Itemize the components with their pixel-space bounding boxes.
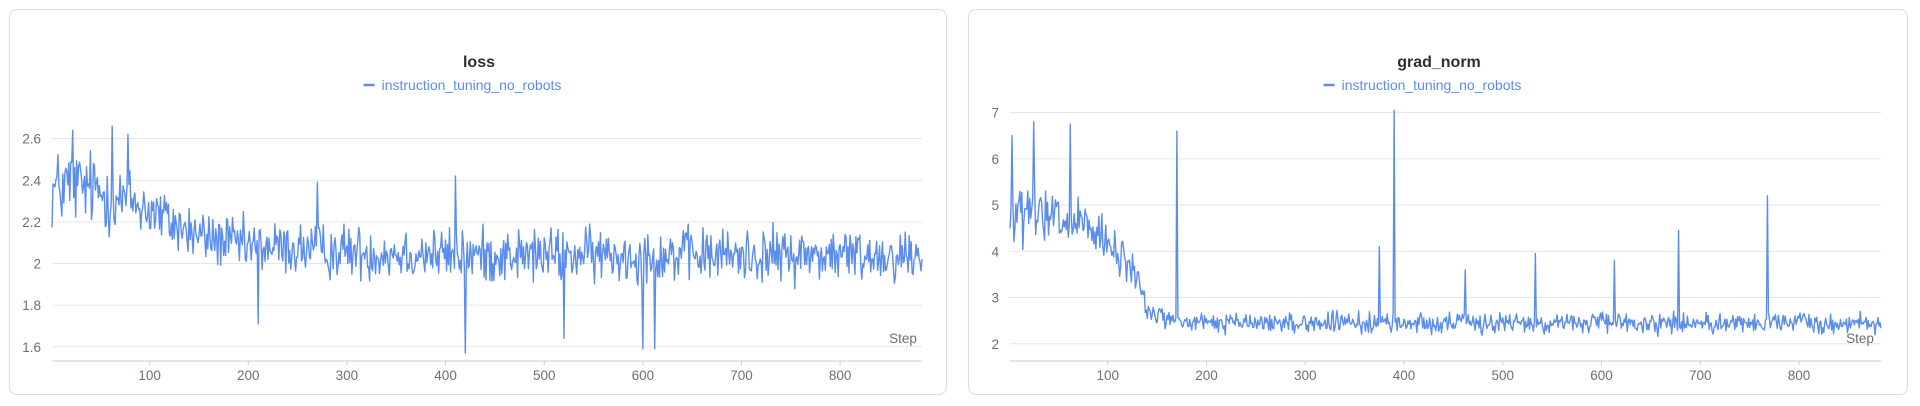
series-line-instruction_tuning_no_robots[interactable] bbox=[51, 125, 923, 354]
y-tick-label: 1.8 bbox=[22, 298, 41, 313]
series-line-instruction_tuning_no_robots[interactable] bbox=[1009, 109, 1882, 337]
chart-title: grad_norm bbox=[1397, 54, 1481, 71]
x-tick-label: 200 bbox=[1195, 368, 1218, 383]
x-tick-label: 100 bbox=[138, 368, 161, 383]
legend-label: instruction_tuning_no_robots bbox=[382, 77, 562, 93]
x-tick-label: 100 bbox=[1096, 368, 1119, 383]
x-tick-label: 800 bbox=[829, 368, 852, 383]
chart-title: loss bbox=[463, 54, 495, 71]
y-tick-label: 2 bbox=[33, 257, 41, 272]
x-axis-label: Step bbox=[1846, 331, 1874, 346]
y-tick-label: 2.6 bbox=[22, 132, 41, 147]
x-tick-label: 700 bbox=[1689, 368, 1712, 383]
x-tick-label: 400 bbox=[434, 368, 457, 383]
x-tick-label: 500 bbox=[533, 368, 556, 383]
y-tick-label: 1.6 bbox=[22, 340, 41, 355]
x-tick-label: 600 bbox=[632, 368, 655, 383]
grad-norm-chart-svg: grad_norm instruction_tuning_no_robots 2 3 4… bbox=[991, 54, 1882, 383]
y-tick-label: 5 bbox=[991, 198, 999, 213]
x-tick-label: 800 bbox=[1788, 368, 1811, 383]
x-tick-label: 200 bbox=[237, 368, 260, 383]
y-tick-label: 2 bbox=[991, 337, 999, 352]
x-tick-label: 700 bbox=[730, 368, 753, 383]
x-tick-label: 500 bbox=[1492, 368, 1515, 383]
loss-chart-svg: loss instruction_tuning_no_robots 1.6 1.8 2 2… bbox=[22, 54, 923, 383]
x-tick-label: 600 bbox=[1590, 368, 1613, 383]
x-tick-label: 300 bbox=[1294, 368, 1317, 383]
x-tick-label: 300 bbox=[336, 368, 359, 383]
legend[interactable]: instruction_tuning_no_robots bbox=[363, 77, 562, 93]
x-axis-label: Step bbox=[889, 331, 917, 346]
x-tick-label: 400 bbox=[1393, 368, 1416, 383]
loss-chart-panel: loss instruction_tuning_no_robots 1.6 1.8 2 2… bbox=[9, 9, 947, 395]
legend-label: instruction_tuning_no_robots bbox=[1342, 77, 1522, 93]
grad-norm-chart-panel: grad_norm instruction_tuning_no_robots 2 3 4… bbox=[968, 9, 1908, 395]
y-tick-label: 3 bbox=[991, 291, 999, 306]
y-tick-label: 4 bbox=[991, 244, 999, 259]
y-tick-label: 7 bbox=[991, 106, 999, 121]
y-tick-label: 6 bbox=[991, 152, 999, 167]
y-tick-label: 2.4 bbox=[22, 173, 41, 188]
y-tick-label: 2.2 bbox=[22, 215, 41, 230]
legend[interactable]: instruction_tuning_no_robots bbox=[1323, 77, 1522, 93]
